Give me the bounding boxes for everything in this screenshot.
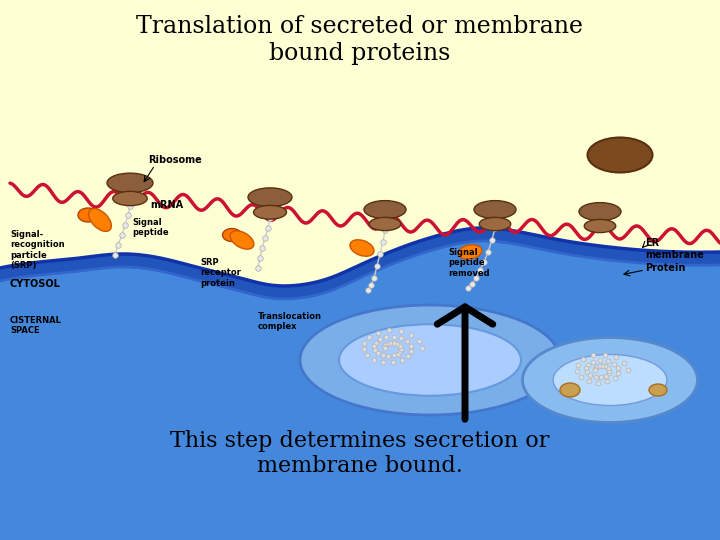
Ellipse shape bbox=[458, 245, 482, 259]
Text: Signal-
recognition
particle
(SRP): Signal- recognition particle (SRP) bbox=[10, 230, 65, 270]
Text: CYTOSOL: CYTOSOL bbox=[10, 279, 61, 289]
Ellipse shape bbox=[588, 138, 652, 172]
Text: Ribosome: Ribosome bbox=[148, 155, 202, 165]
Ellipse shape bbox=[474, 200, 516, 219]
Ellipse shape bbox=[649, 384, 667, 396]
Ellipse shape bbox=[230, 231, 254, 249]
Text: Protein: Protein bbox=[645, 263, 685, 273]
Ellipse shape bbox=[222, 228, 241, 241]
Ellipse shape bbox=[78, 208, 98, 222]
Text: SRP
receptor
protein: SRP receptor protein bbox=[200, 258, 241, 288]
Polygon shape bbox=[0, 241, 720, 540]
Text: Signal
peptide
removed: Signal peptide removed bbox=[448, 248, 490, 278]
Ellipse shape bbox=[300, 305, 560, 415]
Ellipse shape bbox=[248, 188, 292, 207]
Text: Translocation
complex: Translocation complex bbox=[258, 312, 322, 332]
Ellipse shape bbox=[107, 173, 153, 193]
Text: Signal
peptide: Signal peptide bbox=[132, 218, 168, 238]
Ellipse shape bbox=[253, 205, 287, 219]
Text: Translation of secreted or membrane
bound proteins: Translation of secreted or membrane boun… bbox=[137, 15, 583, 65]
Ellipse shape bbox=[113, 191, 148, 206]
Polygon shape bbox=[0, 228, 720, 540]
Ellipse shape bbox=[369, 218, 401, 231]
Text: CISTERNAL
SPACE: CISTERNAL SPACE bbox=[10, 316, 62, 335]
Ellipse shape bbox=[364, 200, 406, 219]
Ellipse shape bbox=[89, 208, 112, 232]
Ellipse shape bbox=[350, 240, 374, 256]
Ellipse shape bbox=[579, 202, 621, 221]
Ellipse shape bbox=[339, 324, 521, 396]
Ellipse shape bbox=[480, 218, 510, 231]
Ellipse shape bbox=[560, 383, 580, 397]
Text: This step determines secretion or
membrane bound.: This step determines secretion or membra… bbox=[171, 430, 549, 477]
Ellipse shape bbox=[553, 354, 667, 406]
Ellipse shape bbox=[584, 219, 616, 233]
Ellipse shape bbox=[523, 338, 698, 422]
Text: mRNA: mRNA bbox=[150, 200, 183, 210]
Text: ER
membrane: ER membrane bbox=[645, 238, 703, 260]
